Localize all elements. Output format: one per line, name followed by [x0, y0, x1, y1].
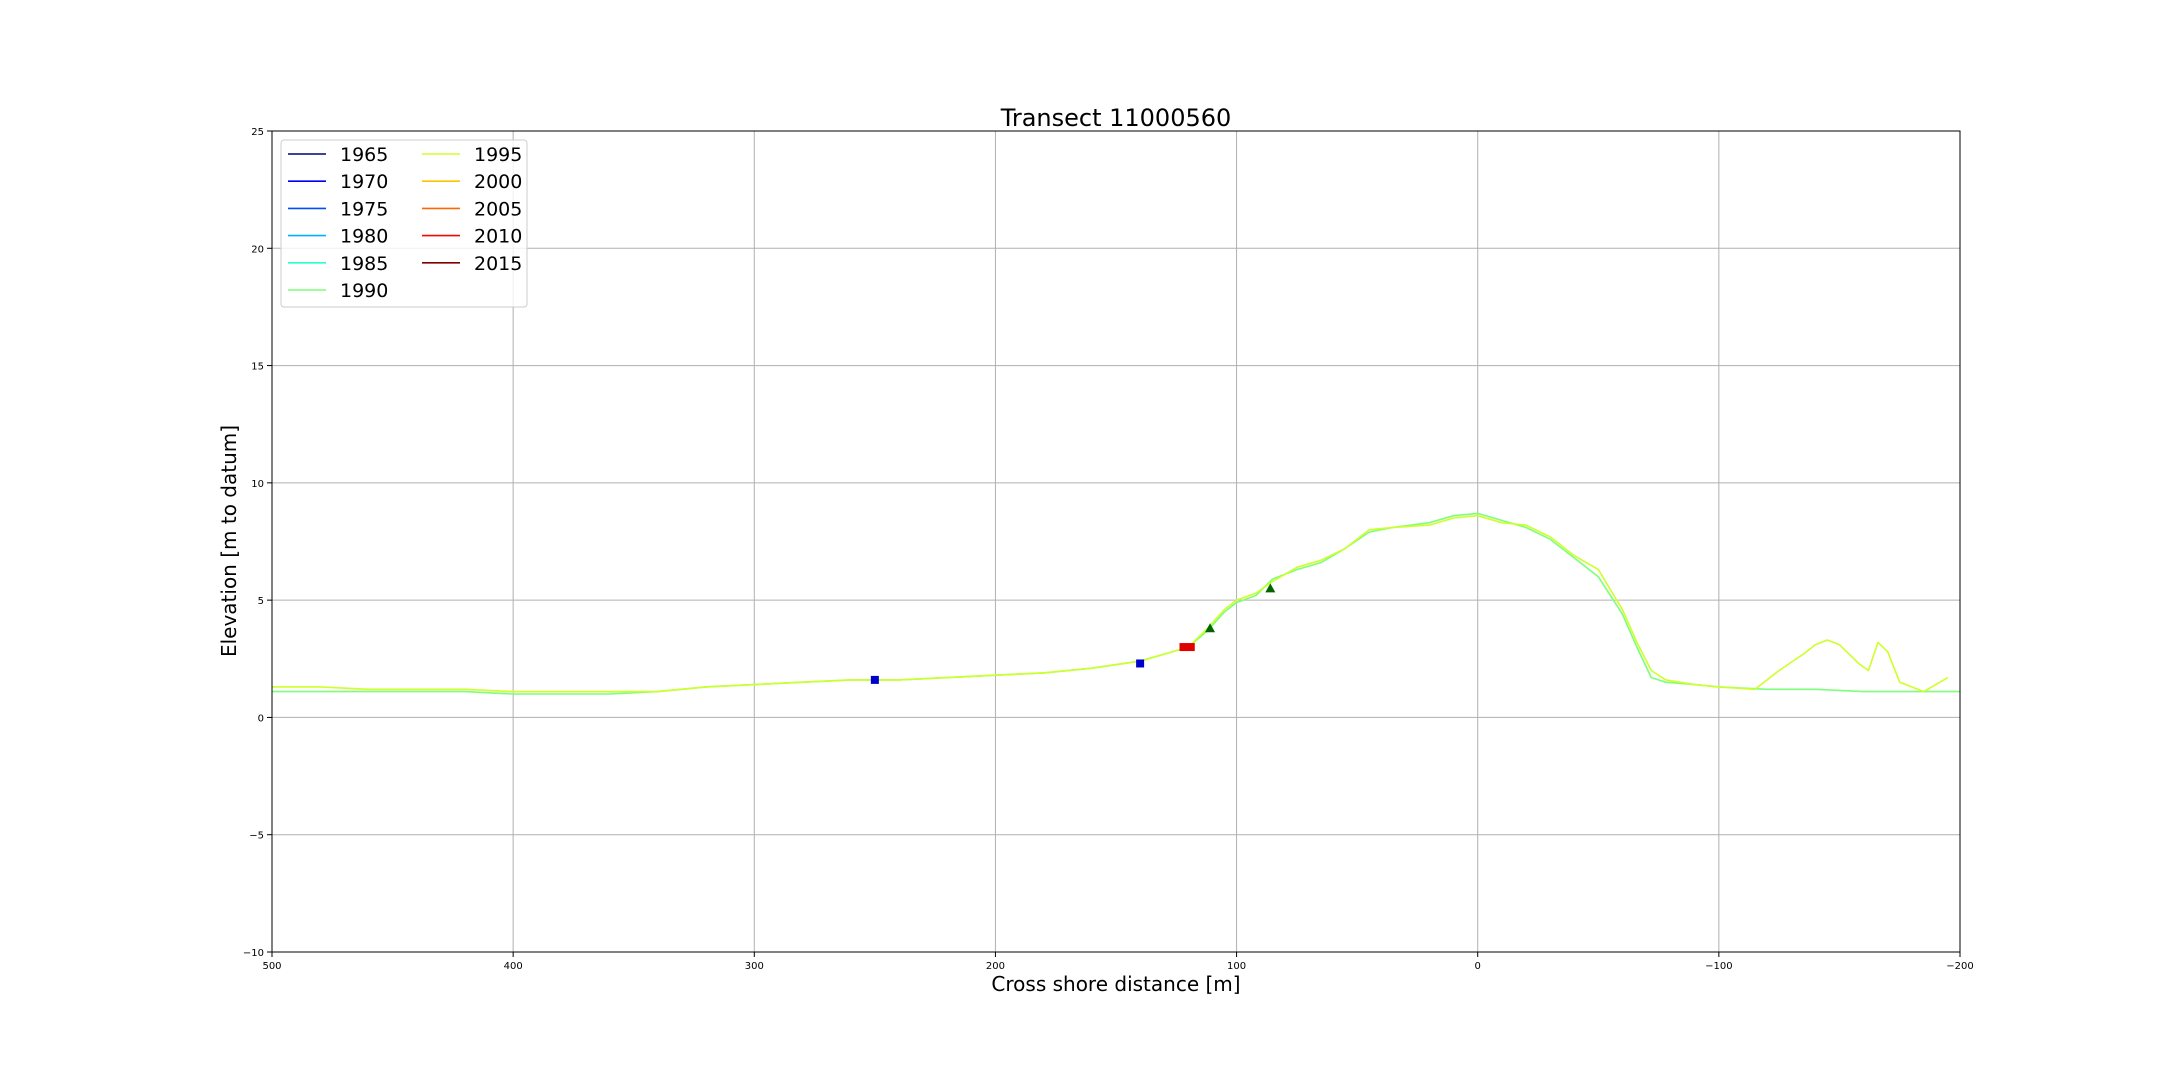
x-tick-label: −100 — [1705, 961, 1732, 972]
y-tick-label: 20 — [251, 244, 264, 255]
y-tick-label: 5 — [258, 596, 264, 607]
legend: 1965 1970 1975 1980 1985 1990 1995 2000 2005 2010… — [280, 139, 528, 308]
y-tick-label: −5 — [249, 831, 264, 842]
series-line-1995 — [272, 514, 1949, 693]
legend-label-1995: 1995 — [474, 144, 522, 166]
legend-label-1985: 1985 — [340, 253, 388, 275]
legend-label-2015: 2015 — [474, 253, 522, 275]
square-marker — [1186, 643, 1195, 652]
legend-label-1975: 1975 — [340, 198, 388, 220]
y-tick-label: 15 — [251, 362, 264, 373]
x-tick-label: 200 — [986, 961, 1005, 972]
legend-label-1980: 1980 — [340, 226, 388, 248]
series-layer — [272, 512, 1960, 695]
y-tick-label: −10 — [243, 948, 264, 959]
legend-label-1965: 1965 — [340, 144, 388, 166]
legend-label-1990: 1990 — [340, 280, 388, 302]
legend-label-2010: 2010 — [474, 226, 522, 248]
x-tick-label: 0 — [1475, 961, 1481, 972]
y-tick-label: 0 — [258, 713, 264, 724]
x-tick-label: 100 — [1227, 961, 1246, 972]
marker-layer — [870, 583, 1276, 684]
triangle-marker — [1205, 623, 1216, 633]
square-marker — [1179, 643, 1188, 652]
legend-label-1970: 1970 — [340, 171, 388, 193]
x-tick-label: 400 — [504, 961, 523, 972]
y-tick-label: 25 — [251, 127, 264, 138]
x-axis-label: Cross shore distance [m] — [991, 972, 1240, 996]
square-marker — [1136, 659, 1145, 668]
legend-label-2000: 2000 — [474, 171, 522, 193]
legend-label-2005: 2005 — [474, 198, 522, 220]
plot-frame — [271, 130, 1961, 953]
x-tick-label: 300 — [745, 961, 764, 972]
x-tick-label: −200 — [1946, 961, 1973, 972]
triangle-marker — [1265, 583, 1276, 593]
ticks: 500 400 300 200 100 0 −100 −200 −10 −5 0 5 10 15 20 25 — [243, 127, 1974, 972]
chart-title: Transect 11000560 — [1000, 104, 1232, 132]
square-marker — [870, 675, 879, 684]
y-axis-label: Elevation [m to datum] — [217, 425, 241, 657]
legend-box — [280, 139, 528, 308]
y-tick-label: 10 — [251, 479, 264, 490]
x-tick-label: 500 — [262, 961, 281, 972]
